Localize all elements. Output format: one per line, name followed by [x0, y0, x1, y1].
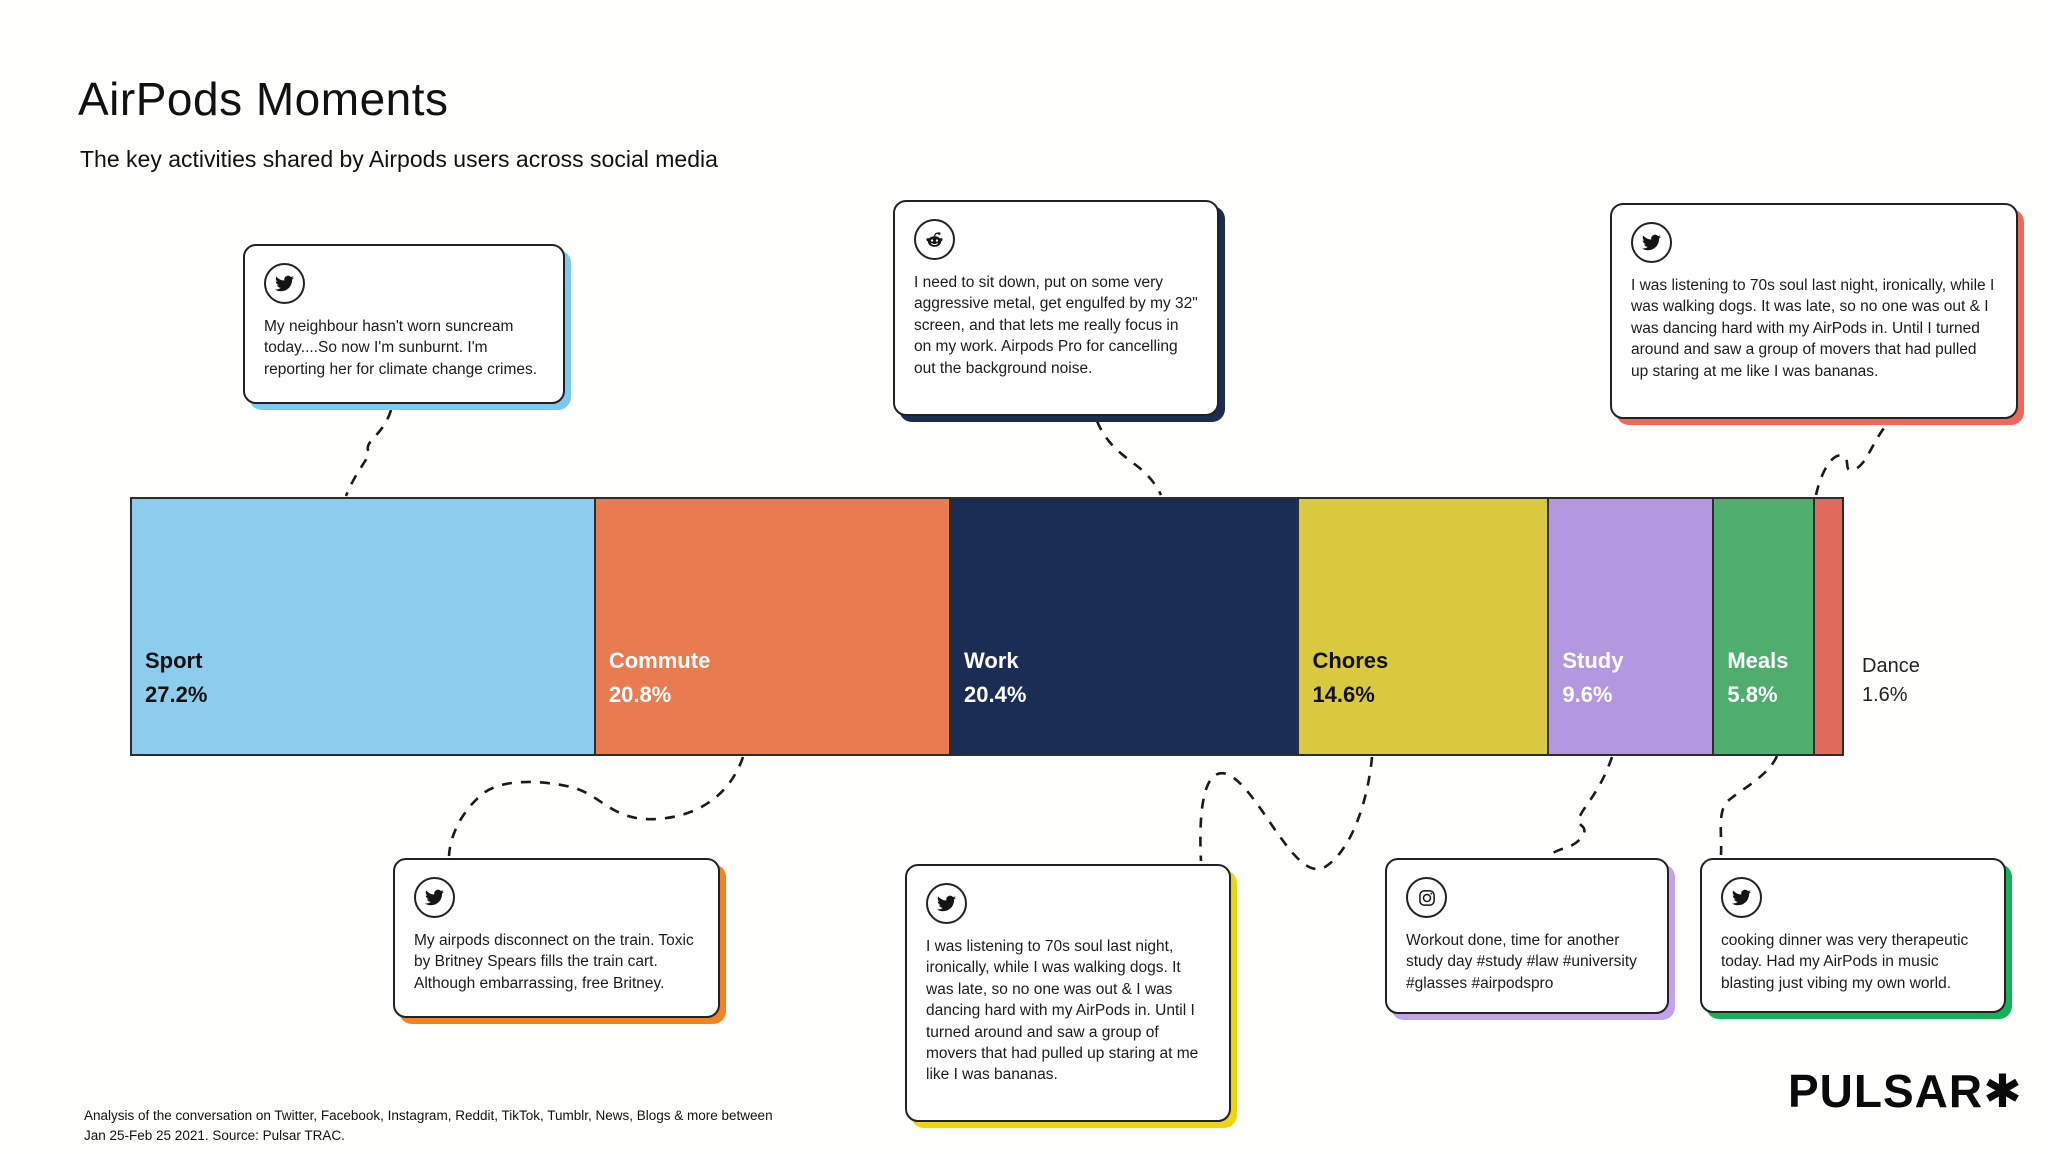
segment-value: 5.8%: [1727, 681, 1778, 707]
bar-segment-meals: Meals 5.8%: [1712, 497, 1815, 756]
callout-study: Workout done, time for another study day…: [1385, 858, 1669, 1014]
bar-segment-sport: Sport 27.2%: [130, 497, 596, 756]
reddit-icon: [914, 219, 955, 260]
twitter-icon: [264, 263, 305, 304]
twitter-icon: [1631, 222, 1672, 263]
segment-label-chores: Chores 14.6%: [1312, 644, 1388, 712]
segment-label-commute: Commute 20.8%: [609, 644, 710, 712]
segment-name: Meals: [1727, 647, 1789, 673]
connector-chores: [1199, 756, 1374, 871]
connector-work: [1095, 420, 1163, 496]
connector-meals: [1719, 755, 1779, 856]
connector-study: [1548, 756, 1614, 858]
segment-label-work: Work 20.4%: [964, 644, 1026, 712]
segment-value: 9.6%: [1562, 681, 1613, 707]
callout-quote: Workout done, time for another study day…: [1406, 932, 1637, 992]
callout-commute: My airpods disconnect on the train. Toxi…: [393, 858, 720, 1018]
pulsar-logo: PULSAR✱: [1788, 1065, 2023, 1117]
callout-quote: I was listening to 70s soul last night, …: [926, 938, 1199, 1084]
callout-quote: I need to sit down, put on some very agg…: [914, 274, 1198, 377]
bar-segment-chores: Chores 14.6%: [1297, 497, 1550, 756]
segment-name: Study: [1562, 647, 1624, 673]
callout-quote: I was listening to 70s soul last night, …: [1631, 277, 1995, 380]
segment-value: 20.4%: [964, 681, 1027, 707]
segment-label-study: Study 9.6%: [1562, 644, 1623, 712]
connector-commute: [447, 756, 745, 857]
segment-value: 1.6%: [1862, 684, 1908, 706]
source-note: Analysis of the conversation on Twitter,…: [84, 1108, 773, 1144]
callout-chores: I was listening to 70s soul last night, …: [905, 864, 1231, 1122]
callout-sport: My neighbour hasn't worn suncream today.…: [243, 244, 565, 404]
callout-quote: My airpods disconnect on the train. Toxi…: [414, 932, 694, 992]
callout-meals: cooking dinner was very therapeutic toda…: [1700, 858, 2006, 1013]
callout-quote: cooking dinner was very therapeutic toda…: [1721, 932, 1969, 992]
twitter-icon: [1721, 877, 1762, 918]
segment-label-meals: Meals 5.8%: [1727, 644, 1788, 712]
twitter-icon: [414, 877, 455, 918]
segment-value: 14.6%: [1312, 681, 1375, 707]
connector-dance: [1814, 427, 1886, 496]
bar-segment-work: Work 20.4%: [949, 497, 1300, 756]
segment-name: Commute: [608, 647, 711, 673]
bar-segment-study: Study 9.6%: [1547, 497, 1715, 756]
segment-name: Work: [964, 647, 1019, 673]
segment-name: Dance: [1862, 655, 1920, 677]
segment-value: 20.8%: [608, 681, 672, 707]
segment-name: Chores: [1312, 647, 1389, 673]
stacked-bar: Sport 27.2% Commute 20.8% Work 20.4% Cho…: [130, 497, 1845, 756]
bar-segment-dance: [1812, 497, 1845, 756]
page-subtitle: The key activities shared by Airpods use…: [80, 146, 718, 172]
twitter-icon: [926, 883, 967, 924]
bar-segment-commute: Commute 20.8%: [593, 497, 952, 756]
callout-quote: My neighbour hasn't worn suncream today.…: [264, 318, 538, 378]
segment-label-sport: Sport 27.2%: [145, 644, 207, 712]
page-title: AirPods Moments: [78, 73, 449, 125]
segment-value: 27.2%: [145, 681, 208, 707]
instagram-icon: [1406, 877, 1447, 918]
callout-work: I need to sit down, put on some very agg…: [893, 200, 1219, 416]
segment-name: Sport: [145, 647, 203, 673]
segment-label-dance: Dance 1.6%: [1862, 652, 1920, 710]
callout-dance: I was listening to 70s soul last night, …: [1610, 203, 2018, 419]
connector-sport: [344, 409, 393, 497]
